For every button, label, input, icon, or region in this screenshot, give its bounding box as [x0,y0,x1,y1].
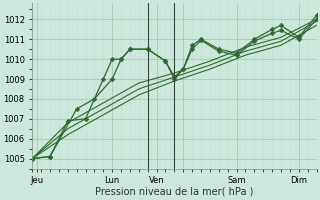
X-axis label: Pression niveau de la mer( hPa ): Pression niveau de la mer( hPa ) [95,187,253,197]
